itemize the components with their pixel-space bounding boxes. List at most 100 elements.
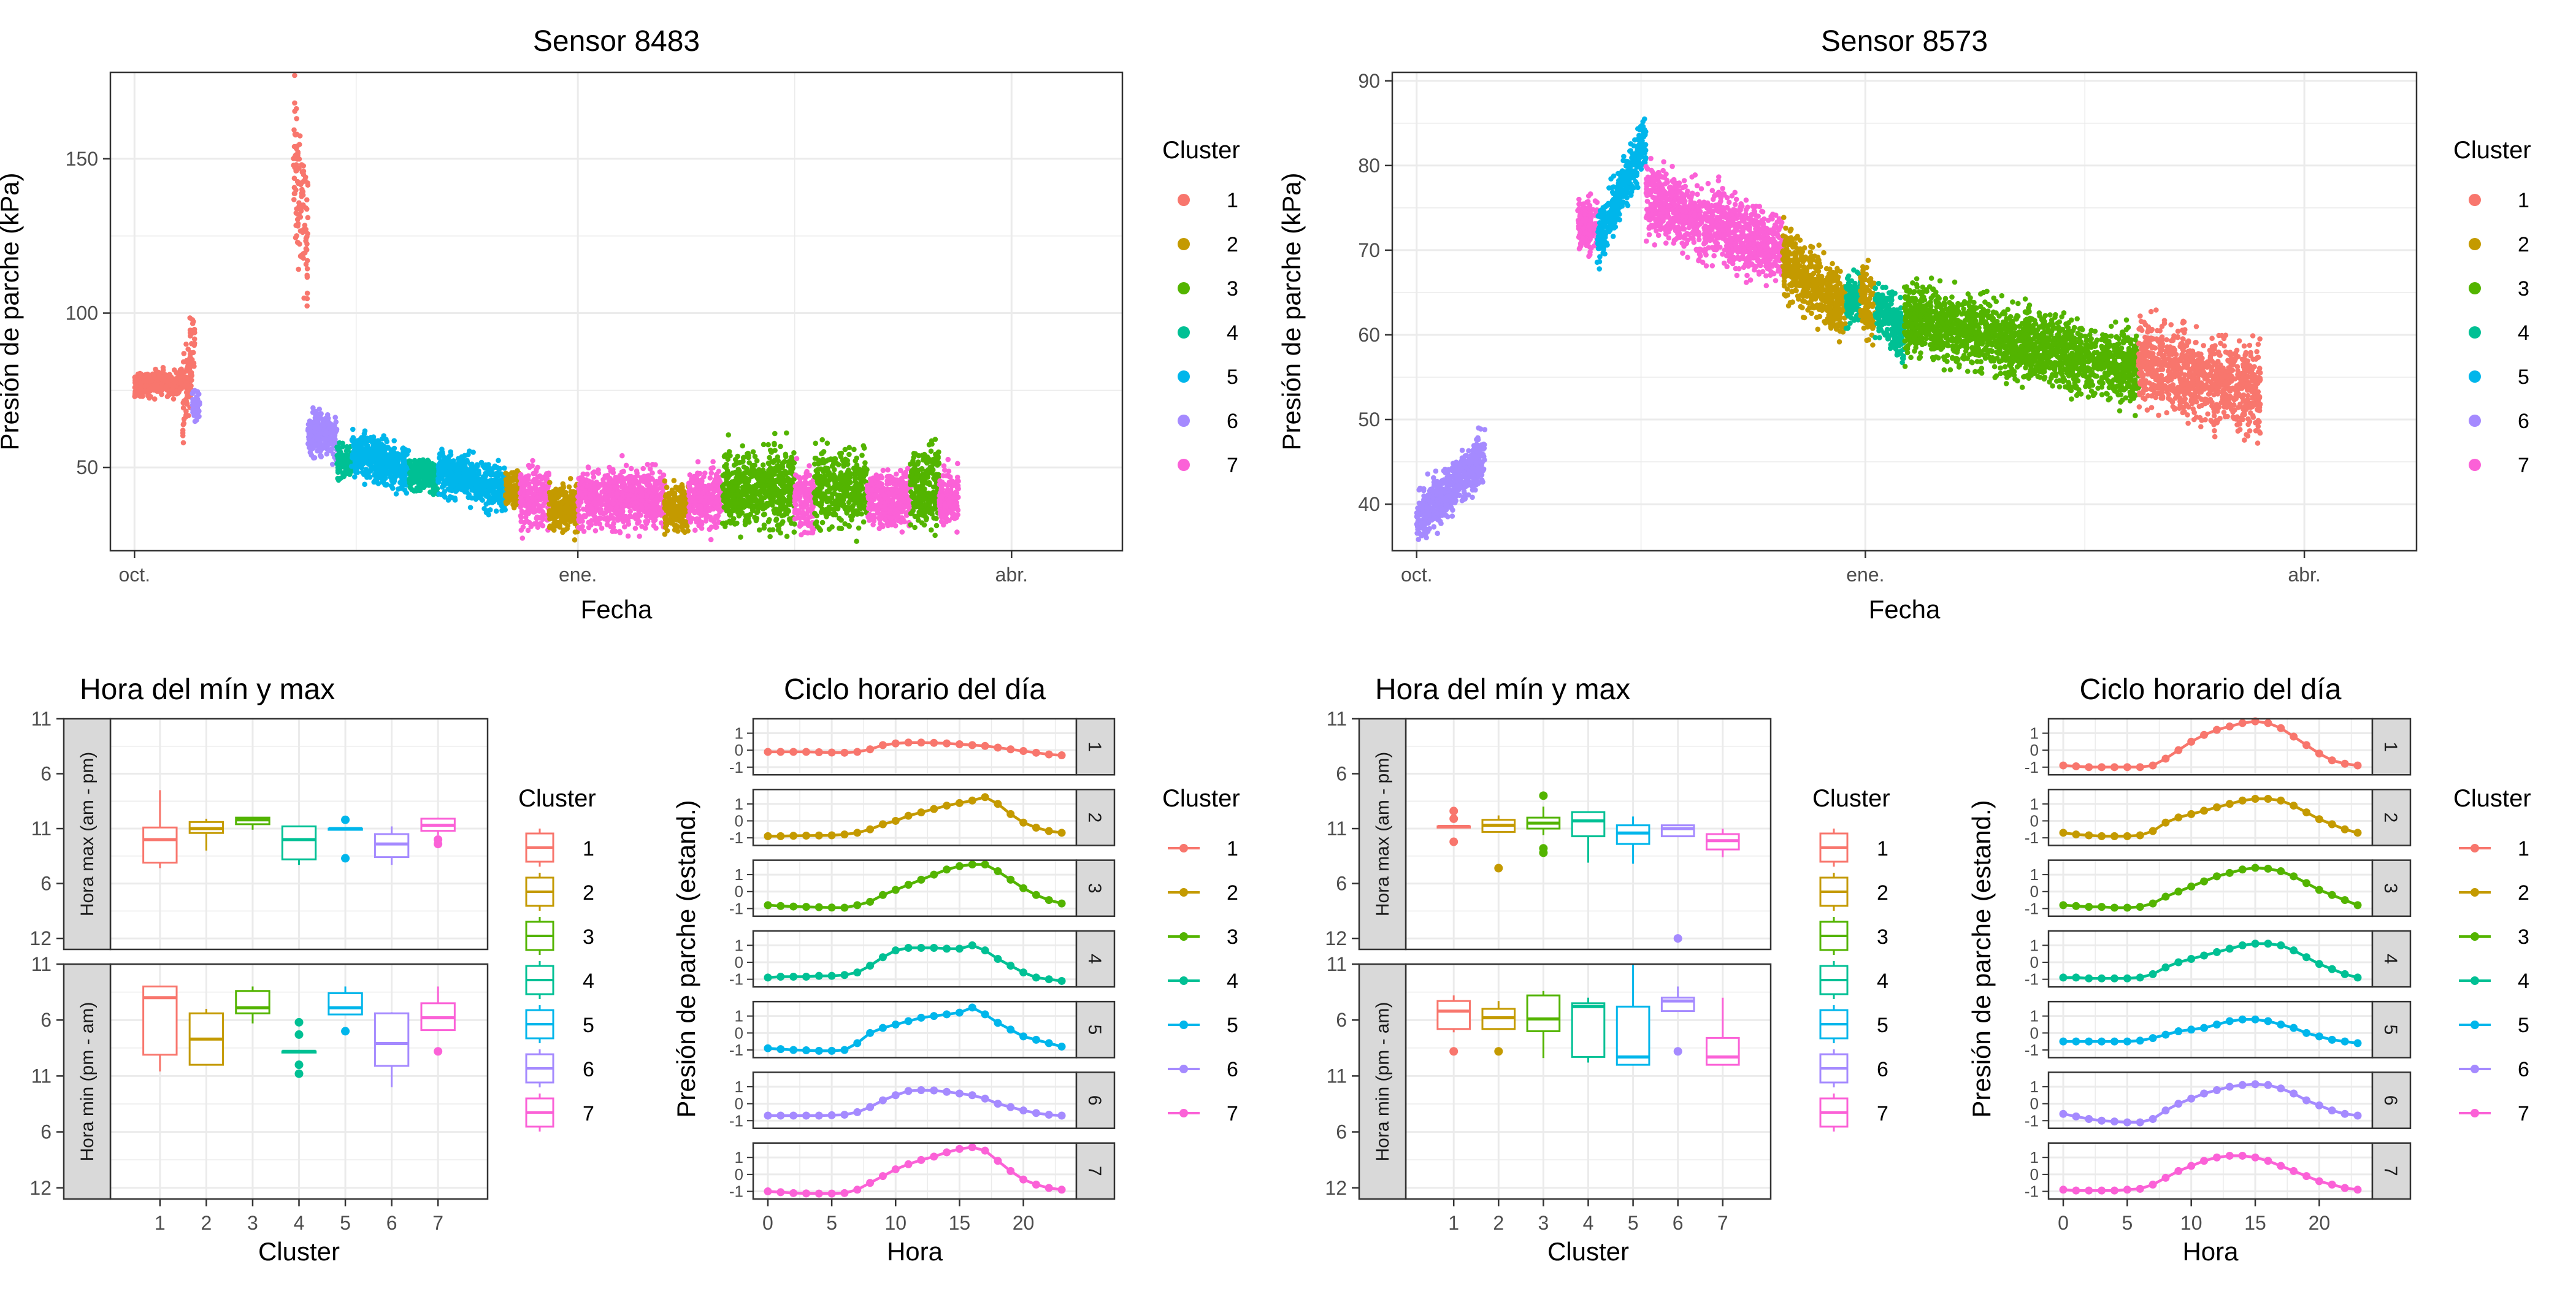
data-point <box>370 456 375 461</box>
data-point <box>318 448 323 454</box>
data-point <box>677 502 683 508</box>
data-point <box>479 483 485 489</box>
data-point <box>724 504 730 510</box>
data-point <box>677 518 682 524</box>
data-point <box>772 465 778 471</box>
data-point <box>596 485 601 490</box>
data-point <box>794 509 800 515</box>
data-point <box>724 520 729 526</box>
data-point <box>767 527 773 533</box>
data-point <box>309 445 315 451</box>
data-point <box>550 526 555 531</box>
data-point <box>585 499 590 505</box>
data-point <box>440 485 445 490</box>
data-point <box>846 500 852 505</box>
data-point <box>163 384 169 389</box>
data-point <box>356 442 361 448</box>
data-point <box>700 490 706 496</box>
data-point <box>559 510 564 516</box>
data-point <box>355 468 360 473</box>
data-point <box>353 451 358 457</box>
data-point <box>401 470 406 475</box>
data-point <box>161 365 166 370</box>
data-point <box>581 529 587 534</box>
data-point <box>479 491 485 497</box>
data-point <box>692 527 698 533</box>
data-point <box>767 534 773 540</box>
data-point <box>519 527 524 533</box>
data-point <box>780 465 785 470</box>
data-point <box>569 513 575 518</box>
data-point <box>737 470 742 476</box>
data-point <box>386 462 391 467</box>
data-point <box>664 494 670 500</box>
data-point <box>611 479 617 485</box>
data-point <box>310 405 316 411</box>
data-point <box>453 497 458 503</box>
data-point <box>642 474 647 480</box>
data-point <box>643 526 648 531</box>
data-point <box>174 391 180 397</box>
data-point <box>462 489 468 495</box>
data-point <box>431 475 436 480</box>
data-point <box>593 528 599 534</box>
data-point <box>300 230 305 236</box>
data-point <box>670 488 675 493</box>
data-point <box>813 456 819 461</box>
data-point <box>167 374 173 379</box>
data-point <box>561 519 567 524</box>
data-point <box>761 477 767 483</box>
data-point <box>749 467 754 473</box>
data-point <box>832 491 837 497</box>
data-point <box>622 524 627 530</box>
data-point <box>714 524 719 530</box>
data-point <box>301 169 307 174</box>
data-point <box>820 520 826 526</box>
data-point <box>512 475 518 481</box>
data-point <box>299 187 305 193</box>
data-point <box>819 437 825 443</box>
data-point <box>663 515 669 520</box>
data-point <box>746 519 752 525</box>
data-point <box>486 470 491 476</box>
data-point <box>544 471 550 477</box>
data-point <box>294 144 300 149</box>
data-point <box>505 472 510 477</box>
data-point <box>762 511 767 517</box>
data-point <box>788 464 794 470</box>
data-point <box>783 511 789 516</box>
data-point <box>652 512 657 518</box>
data-point <box>295 151 301 156</box>
data-point <box>337 466 342 472</box>
data-point <box>186 413 191 418</box>
data-point <box>692 500 698 506</box>
data-point <box>632 475 637 480</box>
data-point <box>696 472 702 477</box>
data-point <box>721 493 726 499</box>
data-point <box>692 510 697 516</box>
data-point <box>861 519 867 525</box>
data-point <box>690 477 696 483</box>
data-point <box>324 442 329 448</box>
data-point <box>305 215 311 221</box>
data-point <box>650 505 656 511</box>
data-point <box>382 456 388 461</box>
data-point <box>413 465 418 470</box>
data-point <box>586 525 592 531</box>
data-point <box>646 478 652 484</box>
data-point <box>746 455 751 461</box>
data-point <box>750 490 756 496</box>
data-point <box>182 351 187 356</box>
data-point <box>653 481 658 486</box>
data-point <box>389 478 395 484</box>
data-point <box>735 485 740 490</box>
data-point <box>610 501 616 507</box>
data-point <box>819 451 824 457</box>
data-point <box>599 502 604 508</box>
data-point <box>741 455 746 461</box>
data-point <box>189 372 194 378</box>
data-point <box>567 485 572 490</box>
data-point <box>305 296 310 302</box>
data-point <box>662 478 668 484</box>
